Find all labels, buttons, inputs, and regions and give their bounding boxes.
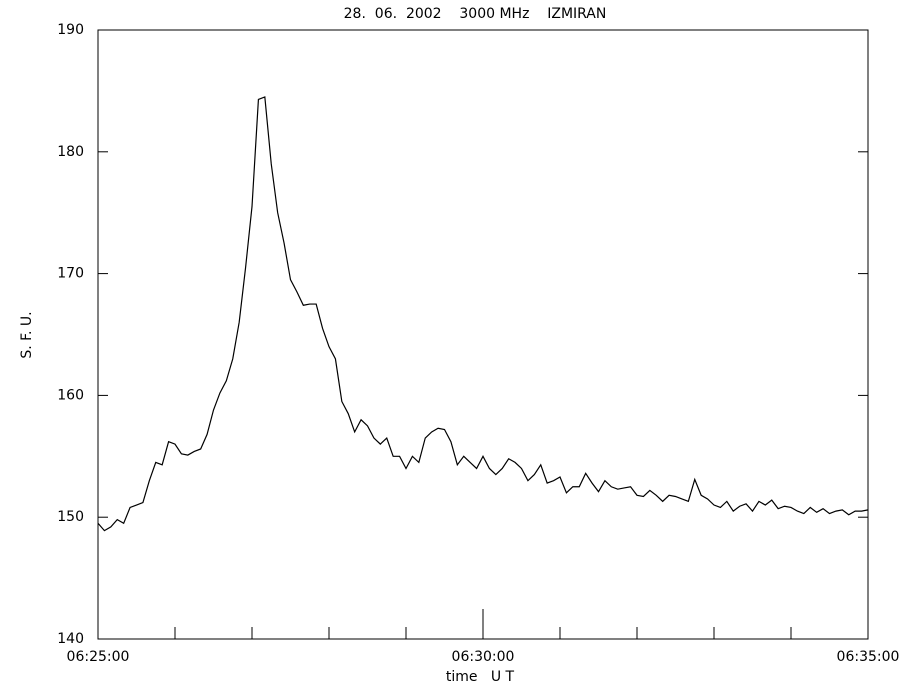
x-axis-label: time U T (446, 669, 515, 685)
chart-title: 28. 06. 2002 3000 MHz IZMIRAN (344, 6, 607, 22)
y-axis-label: S. F. U. (19, 311, 35, 358)
x-tick-label: 06:25:00 (67, 649, 130, 665)
y-tick-label: 140 (57, 631, 84, 647)
x-tick-label: 06:30:00 (452, 649, 515, 665)
y-tick-label: 150 (57, 509, 84, 525)
plot-frame (97, 29, 869, 640)
x-tick-label: 06:35:00 (837, 649, 900, 665)
y-tick-label: 170 (57, 266, 84, 282)
data-line (97, 96, 869, 532)
y-tick-label: 190 (57, 22, 84, 38)
y-tick-label: 180 (57, 144, 84, 160)
y-tick-label: 160 (57, 387, 84, 403)
